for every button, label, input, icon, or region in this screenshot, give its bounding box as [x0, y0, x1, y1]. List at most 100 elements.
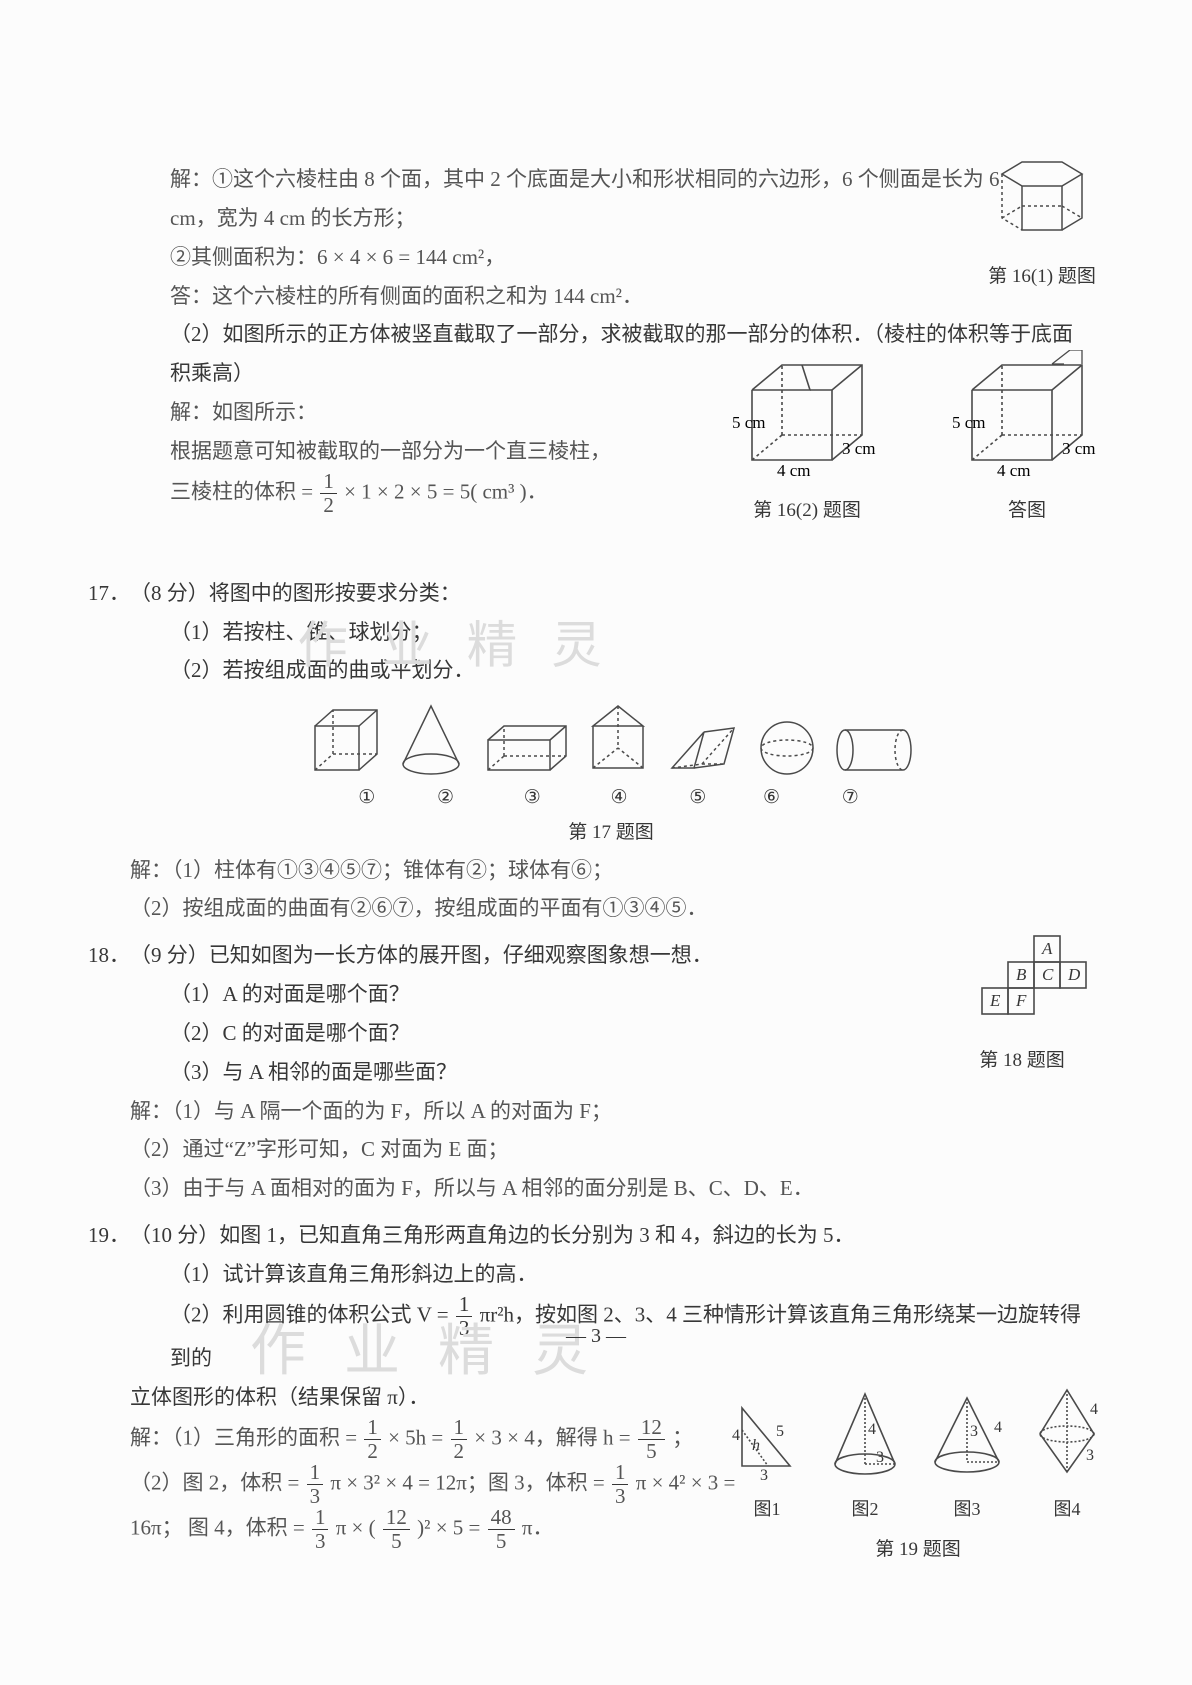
circ-2: ② — [409, 780, 483, 815]
dim-5cm-b: 5 cm — [952, 413, 986, 432]
shape-sphere-icon — [754, 718, 820, 778]
q19-sol-l1-end: ； — [672, 1425, 693, 1449]
lbl-4d: 4 — [1090, 1401, 1098, 1418]
q19-fig2-cap: 图2 — [826, 1493, 904, 1526]
q19-stem: （10 分）如图 1，已知直角三角形两直角边的长分别为 3 和 4，斜边的长为 … — [130, 1216, 1092, 1255]
frac-48-5: 485 — [488, 1507, 515, 1552]
cuboid-net-icon: A B C D E F — [942, 930, 1102, 1030]
q19-fig3: 3 4 图3 — [928, 1384, 1006, 1526]
cut-cube-ans-icon: 5 cm 4 cm 3 cm — [952, 350, 1102, 480]
q19-sol-l1-pre: 解：（1）三角形的面积 = — [130, 1425, 362, 1449]
q16-fig2-row: 5 cm 4 cm 3 cm 第 16(2) 题图 — [732, 350, 1102, 528]
q17-stem: （8 分）将图中的图形按要求分类： — [130, 574, 1092, 613]
q17-sol-l2: （2）按组成面的曲面有②⑥⑦，按组成面的平面有①③④⑤． — [130, 889, 1092, 928]
shape-cylinder-icon — [831, 722, 917, 778]
q19-sol-l3-pre: 16π； 图 4，体积 = — [130, 1515, 310, 1539]
q16-fig1: 第 16(1) 题图 — [982, 156, 1102, 294]
q19-sol-l3-m1: π × ( — [336, 1515, 376, 1539]
circ-6: ⑥ — [740, 780, 804, 815]
q19-sol-l1-m1: × 5h = — [388, 1425, 448, 1449]
circ-5: ⑤ — [661, 780, 735, 815]
shape-tri-prism-icon — [583, 700, 653, 778]
lbl-3c: 3 — [970, 1423, 978, 1440]
net-F: F — [1015, 991, 1027, 1010]
dim-3cm-b: 3 cm — [1062, 439, 1096, 458]
lbl-3d: 3 — [1086, 1447, 1094, 1464]
q19-caption: 第 19 题图 — [732, 1532, 1104, 1567]
q19-fig3-cap: 图3 — [928, 1493, 1006, 1526]
lbl-h: h — [752, 1437, 760, 1454]
q19-block: 19． （10 分）如图 1，已知直角三角形两直角边的长分别为 3 和 4，斜边… — [130, 1216, 1092, 1551]
frac-half: 12 — [320, 471, 337, 516]
frac-third-b: 13 — [307, 1462, 324, 1507]
q19-sol-l2-m1: π × 3² × 4 = 12π；图 3，体积 = — [330, 1470, 610, 1494]
page-number: — 3 — — [0, 1318, 1192, 1355]
q16-sol1-l4: 答：这个六棱柱的所有侧面的面积之和为 144 cm²． — [130, 277, 1092, 316]
lbl-3b: 3 — [876, 1449, 884, 1466]
frac-12-5: 125 — [638, 1417, 665, 1462]
q17-shapes — [130, 700, 1092, 778]
q17-p1: （1）若按柱、锥、球划分； — [130, 613, 1092, 652]
q16-fig2-ans-caption: 答图 — [952, 493, 1102, 528]
frac-half-c: 12 — [451, 1417, 468, 1462]
circ-7: ⑦ — [808, 780, 892, 815]
q18-sol-l2: （2）通过“Z”字形可知，C 对面为 E 面； — [130, 1130, 1092, 1169]
shape-cuboid-icon — [480, 718, 572, 778]
q16-sol1-l2: cm，宽为 4 cm 的长方形； — [130, 199, 1092, 238]
double-cone-icon: 4 3 — [1030, 1384, 1104, 1480]
q19-fig1: 4 5 h 3 图1 — [732, 1390, 802, 1526]
q16-sol2-l3-mid: × 1 × 2 × 5 = 5( cm³ )． — [344, 479, 548, 503]
q16-sol1-l3: ②其侧面积为：6 × 4 × 6 = 144 cm²， — [130, 238, 1092, 277]
shape-tri-prism2-icon — [664, 718, 742, 778]
q18-sol-l1: 解：（1）与 A 隔一个面的为 F，所以 A 的对面为 F； — [130, 1092, 1092, 1131]
q17-p2: （2）若按组成面的曲或平划分． — [130, 651, 1092, 690]
q17-sol-l1: 解：（1）柱体有①③④⑤⑦；锥体有②；球体有⑥； — [130, 851, 1092, 890]
q19-sol-l3-m2: )² × 5 = — [417, 1515, 485, 1539]
q19-fig2: 4 3 图2 — [826, 1384, 904, 1526]
cone2-icon: 3 4 — [928, 1384, 1006, 1480]
q19-figs: 4 5 h 3 图1 — [732, 1384, 1104, 1567]
dim-4cm: 4 cm — [777, 461, 811, 480]
q18-sol-l3: （3）由于与 A 面相对的面为 F，所以与 A 相邻的面分别是 B、C、D、E． — [130, 1169, 1092, 1208]
q16-fig1-caption: 第 16(1) 题图 — [982, 259, 1102, 294]
q19-figs-row: 4 5 h 3 图1 — [732, 1384, 1104, 1526]
net-D: D — [1067, 965, 1081, 984]
q16-fig2-right: 5 cm 4 cm 3 cm 答图 — [952, 350, 1102, 528]
page: 第 16(1) 题图 解：①这个六棱柱由 8 个面，其中 2 个底面是大小和形状… — [0, 0, 1192, 1685]
q19-sol-l2-pre: （2）图 2，体积 = — [130, 1470, 305, 1494]
q18-block: 18． （9 分）已知如图为一长方体的展开图，仔细观察图象想一想． A B C … — [130, 936, 1092, 1208]
circ-4: ④ — [582, 780, 656, 815]
q19-sol-l2-m2: π × 4² × 3 = — [636, 1470, 736, 1494]
q19-sol-l3-end: π． — [522, 1515, 554, 1539]
q19-sol-l1-m2: × 3 × 4，解得 h = — [474, 1425, 636, 1449]
q17-num: 17． — [88, 574, 130, 613]
lbl-3: 3 — [760, 1467, 768, 1480]
q19-fig4-cap: 图4 — [1030, 1493, 1104, 1526]
q17-circles: ① ② ③ ④ ⑤ ⑥ ⑦ — [130, 780, 1092, 815]
circ-3: ③ — [487, 780, 577, 815]
q16-sol2-l3-pre: 三棱柱的体积 = — [170, 479, 318, 503]
q16-fig2-caption: 第 16(2) 题图 — [732, 493, 882, 528]
q19-num: 19． — [88, 1216, 130, 1255]
net-C: C — [1042, 965, 1054, 984]
right-triangle-icon: 4 5 h 3 — [732, 1390, 802, 1480]
dim-3cm: 3 cm — [842, 439, 876, 458]
frac-12-5-b: 125 — [383, 1507, 410, 1552]
hex-prism-icon — [982, 156, 1102, 246]
net-B: B — [1016, 965, 1027, 984]
net-E: E — [989, 991, 1001, 1010]
q17-block: 17． （8 分）将图中的图形按要求分类： （1）若按柱、锥、球划分； （2）若… — [130, 574, 1092, 929]
net-A: A — [1041, 939, 1053, 958]
lbl-4b: 4 — [868, 1421, 876, 1438]
q17-caption: 第 17 题图 — [130, 815, 1092, 850]
circ-1: ① — [330, 780, 404, 815]
q16-sol1-l1: 解：①这个六棱柱由 8 个面，其中 2 个底面是大小和形状相同的六边形，6 个侧… — [130, 160, 1092, 199]
q19-fig4: 4 3 图4 — [1030, 1384, 1104, 1526]
q18-fig: A B C D E F 第 18 题图 — [942, 930, 1102, 1078]
frac-half-b: 12 — [364, 1417, 381, 1462]
dim-5cm: 5 cm — [732, 413, 766, 432]
lbl-4: 4 — [732, 1427, 740, 1444]
dim-4cm-b: 4 cm — [997, 461, 1031, 480]
cone1-icon: 4 3 — [826, 1384, 904, 1480]
shape-cube-icon — [305, 700, 381, 778]
